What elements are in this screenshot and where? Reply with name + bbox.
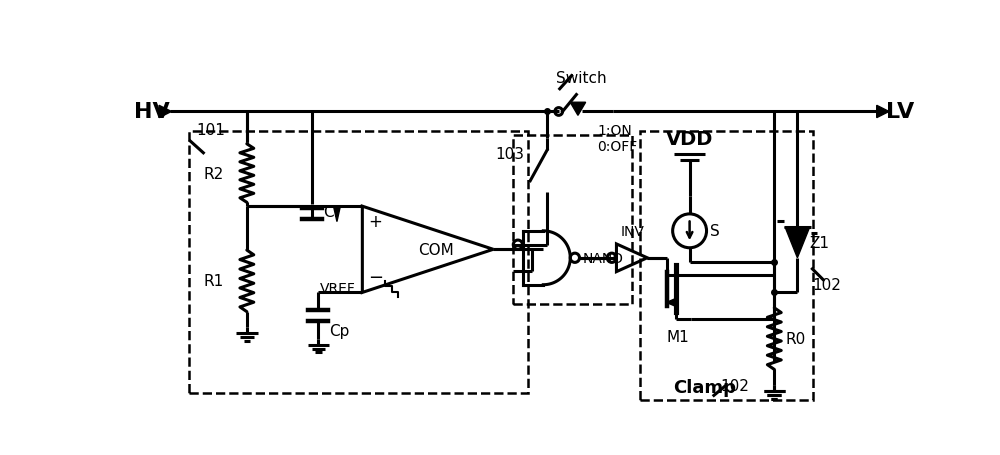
Text: −: −	[369, 268, 384, 287]
Text: Cf: Cf	[323, 204, 339, 219]
Bar	[189, 131, 528, 393]
Text: LV: LV	[886, 102, 914, 122]
Bar	[640, 131, 813, 400]
Bar	[512, 135, 632, 304]
Text: INV: INV	[620, 224, 644, 238]
Text: NAND: NAND	[583, 251, 624, 265]
Polygon shape	[877, 106, 889, 118]
Text: S: S	[710, 224, 720, 239]
Text: R2: R2	[204, 166, 224, 181]
Polygon shape	[570, 103, 586, 116]
Text: 1:ON
0:OFF: 1:ON 0:OFF	[597, 124, 637, 154]
Text: Z1: Z1	[809, 235, 829, 250]
Polygon shape	[159, 106, 171, 118]
Text: 103: 103	[495, 147, 524, 162]
Text: Clamp: Clamp	[674, 379, 736, 396]
Text: Cp: Cp	[329, 324, 350, 339]
Text: +: +	[369, 213, 382, 231]
Polygon shape	[666, 298, 677, 308]
Text: R1: R1	[204, 274, 224, 289]
Polygon shape	[785, 228, 810, 258]
Text: 102: 102	[720, 378, 749, 393]
Text: M1: M1	[666, 329, 689, 344]
Text: HV: HV	[134, 102, 169, 122]
Text: 102: 102	[813, 278, 842, 293]
Text: 101: 101	[197, 122, 226, 137]
Text: VDD: VDD	[666, 129, 713, 148]
Text: R0: R0	[785, 331, 805, 346]
Polygon shape	[334, 208, 340, 222]
Text: Switch: Switch	[556, 71, 607, 86]
Text: VREF: VREF	[320, 281, 356, 295]
Text: COM: COM	[418, 242, 453, 257]
